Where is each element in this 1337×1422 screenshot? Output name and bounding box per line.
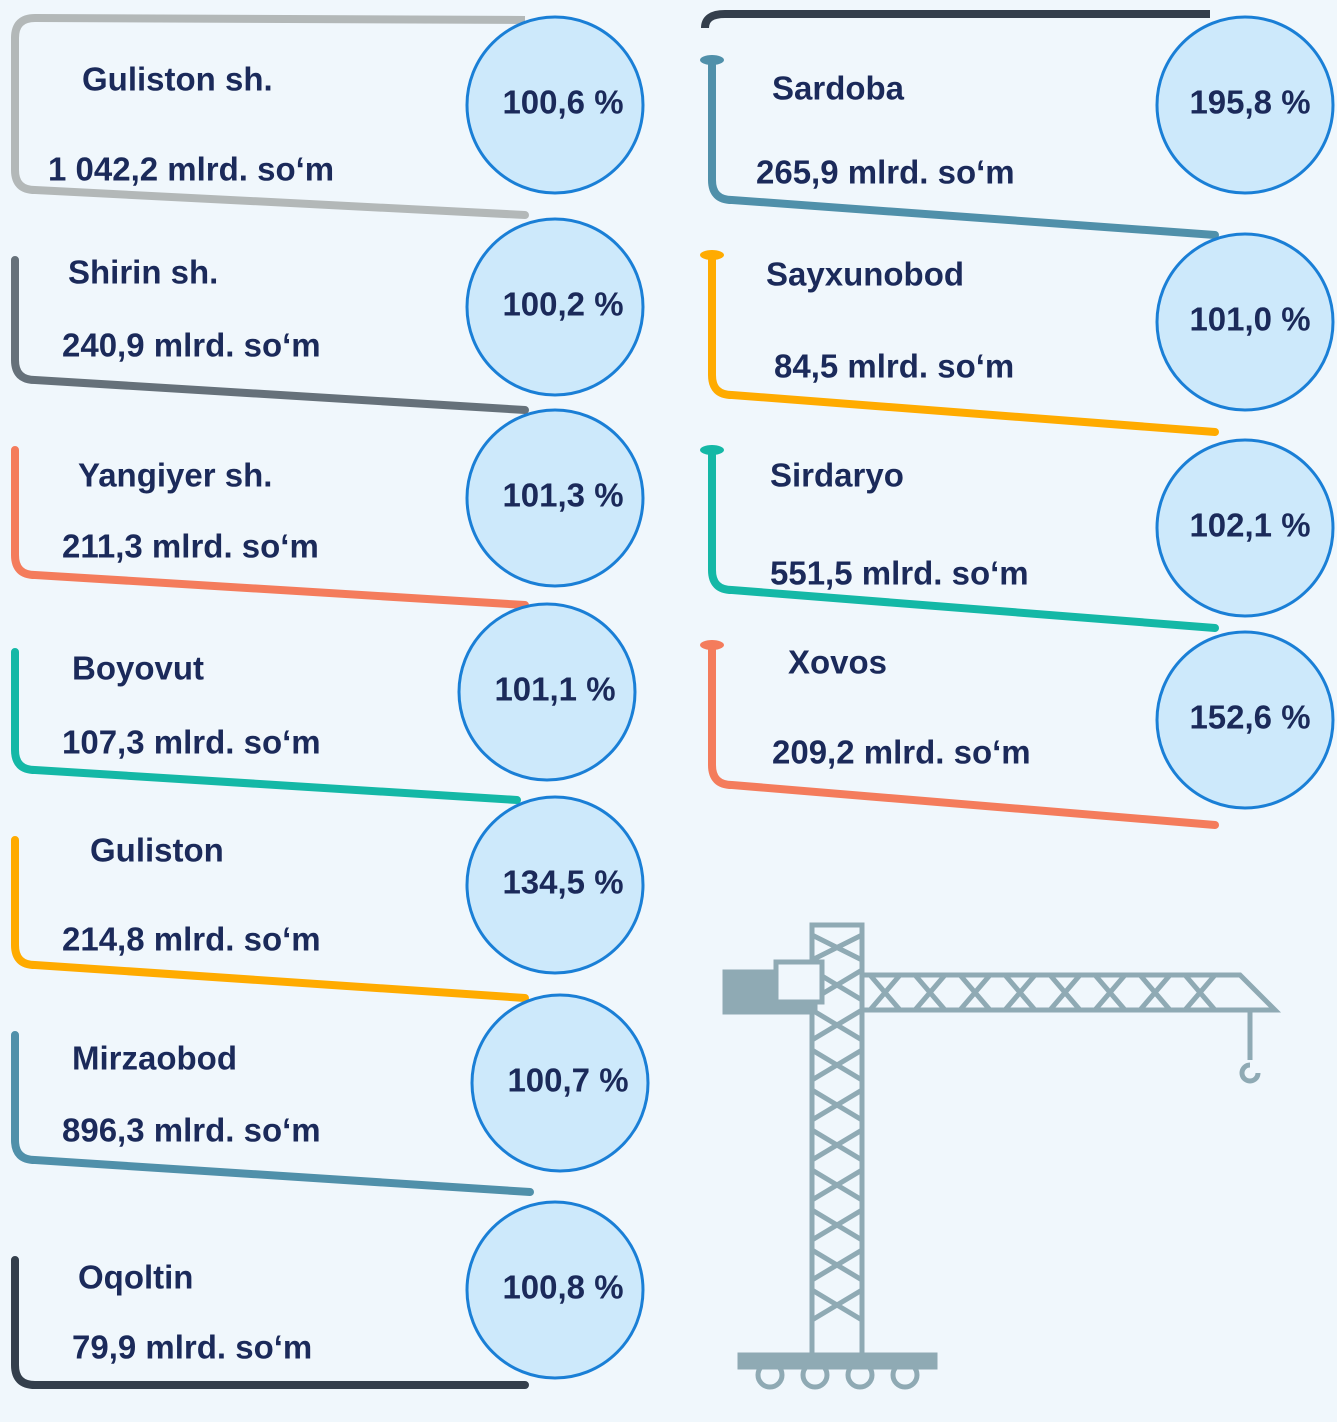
item-name: Sardoba	[772, 70, 905, 107]
item-amount: 107,3 mlrd. so‘m	[62, 724, 321, 761]
connector-cap	[700, 640, 724, 650]
item-percent: 100,8 %	[502, 1269, 623, 1306]
item-amount: 214,8 mlrd. so‘m	[62, 921, 321, 958]
connector-cap	[700, 250, 724, 260]
item-amount: 1 042,2 mlrd. so‘m	[48, 151, 334, 188]
item-percent: 100,6 %	[502, 84, 623, 121]
item-percent: 102,1 %	[1189, 507, 1310, 544]
item-name: Yangiyer sh.	[78, 457, 272, 494]
item-name: Boyovut	[72, 650, 204, 687]
connector-cap	[700, 445, 724, 455]
item-name: Shirin sh.	[68, 254, 218, 291]
item-percent: 100,7 %	[507, 1062, 628, 1099]
item-amount: 79,9 mlrd. so‘m	[72, 1329, 312, 1366]
item-amount: 896,3 mlrd. so‘m	[62, 1112, 321, 1149]
infographic: Guliston sh. 1 042,2 mlrd. so‘m 100,6 % Shi…	[0, 0, 1337, 1422]
background	[0, 0, 1337, 1422]
item-name: Sirdaryo	[770, 457, 904, 494]
item-name: Xovos	[788, 644, 887, 681]
item-percent: 195,8 %	[1189, 84, 1310, 121]
item-amount: 84,5 mlrd. so‘m	[774, 348, 1014, 385]
item-amount: 265,9 mlrd. so‘m	[756, 154, 1015, 191]
item-name: Guliston sh.	[82, 61, 273, 98]
item-name: Sayxunobod	[766, 256, 964, 293]
item-percent: 101,0 %	[1189, 301, 1310, 338]
connector-cap	[700, 55, 724, 65]
item-amount: 211,3 mlrd. so‘m	[62, 528, 319, 565]
item-percent: 100,2 %	[502, 286, 623, 323]
item-name: Oqoltin	[78, 1259, 193, 1296]
item-percent: 101,3 %	[502, 477, 623, 514]
item-amount: 240,9 mlrd. so‘m	[62, 327, 321, 364]
item-amount: 551,5 mlrd. so‘m	[770, 555, 1029, 592]
item-percent: 101,1 %	[494, 671, 615, 708]
item-name: Guliston	[90, 832, 224, 869]
item-percent: 152,6 %	[1189, 699, 1310, 736]
item-percent: 134,5 %	[502, 864, 623, 901]
item-name: Mirzaobod	[72, 1040, 237, 1077]
item-amount: 209,2 mlrd. so‘m	[772, 734, 1031, 771]
